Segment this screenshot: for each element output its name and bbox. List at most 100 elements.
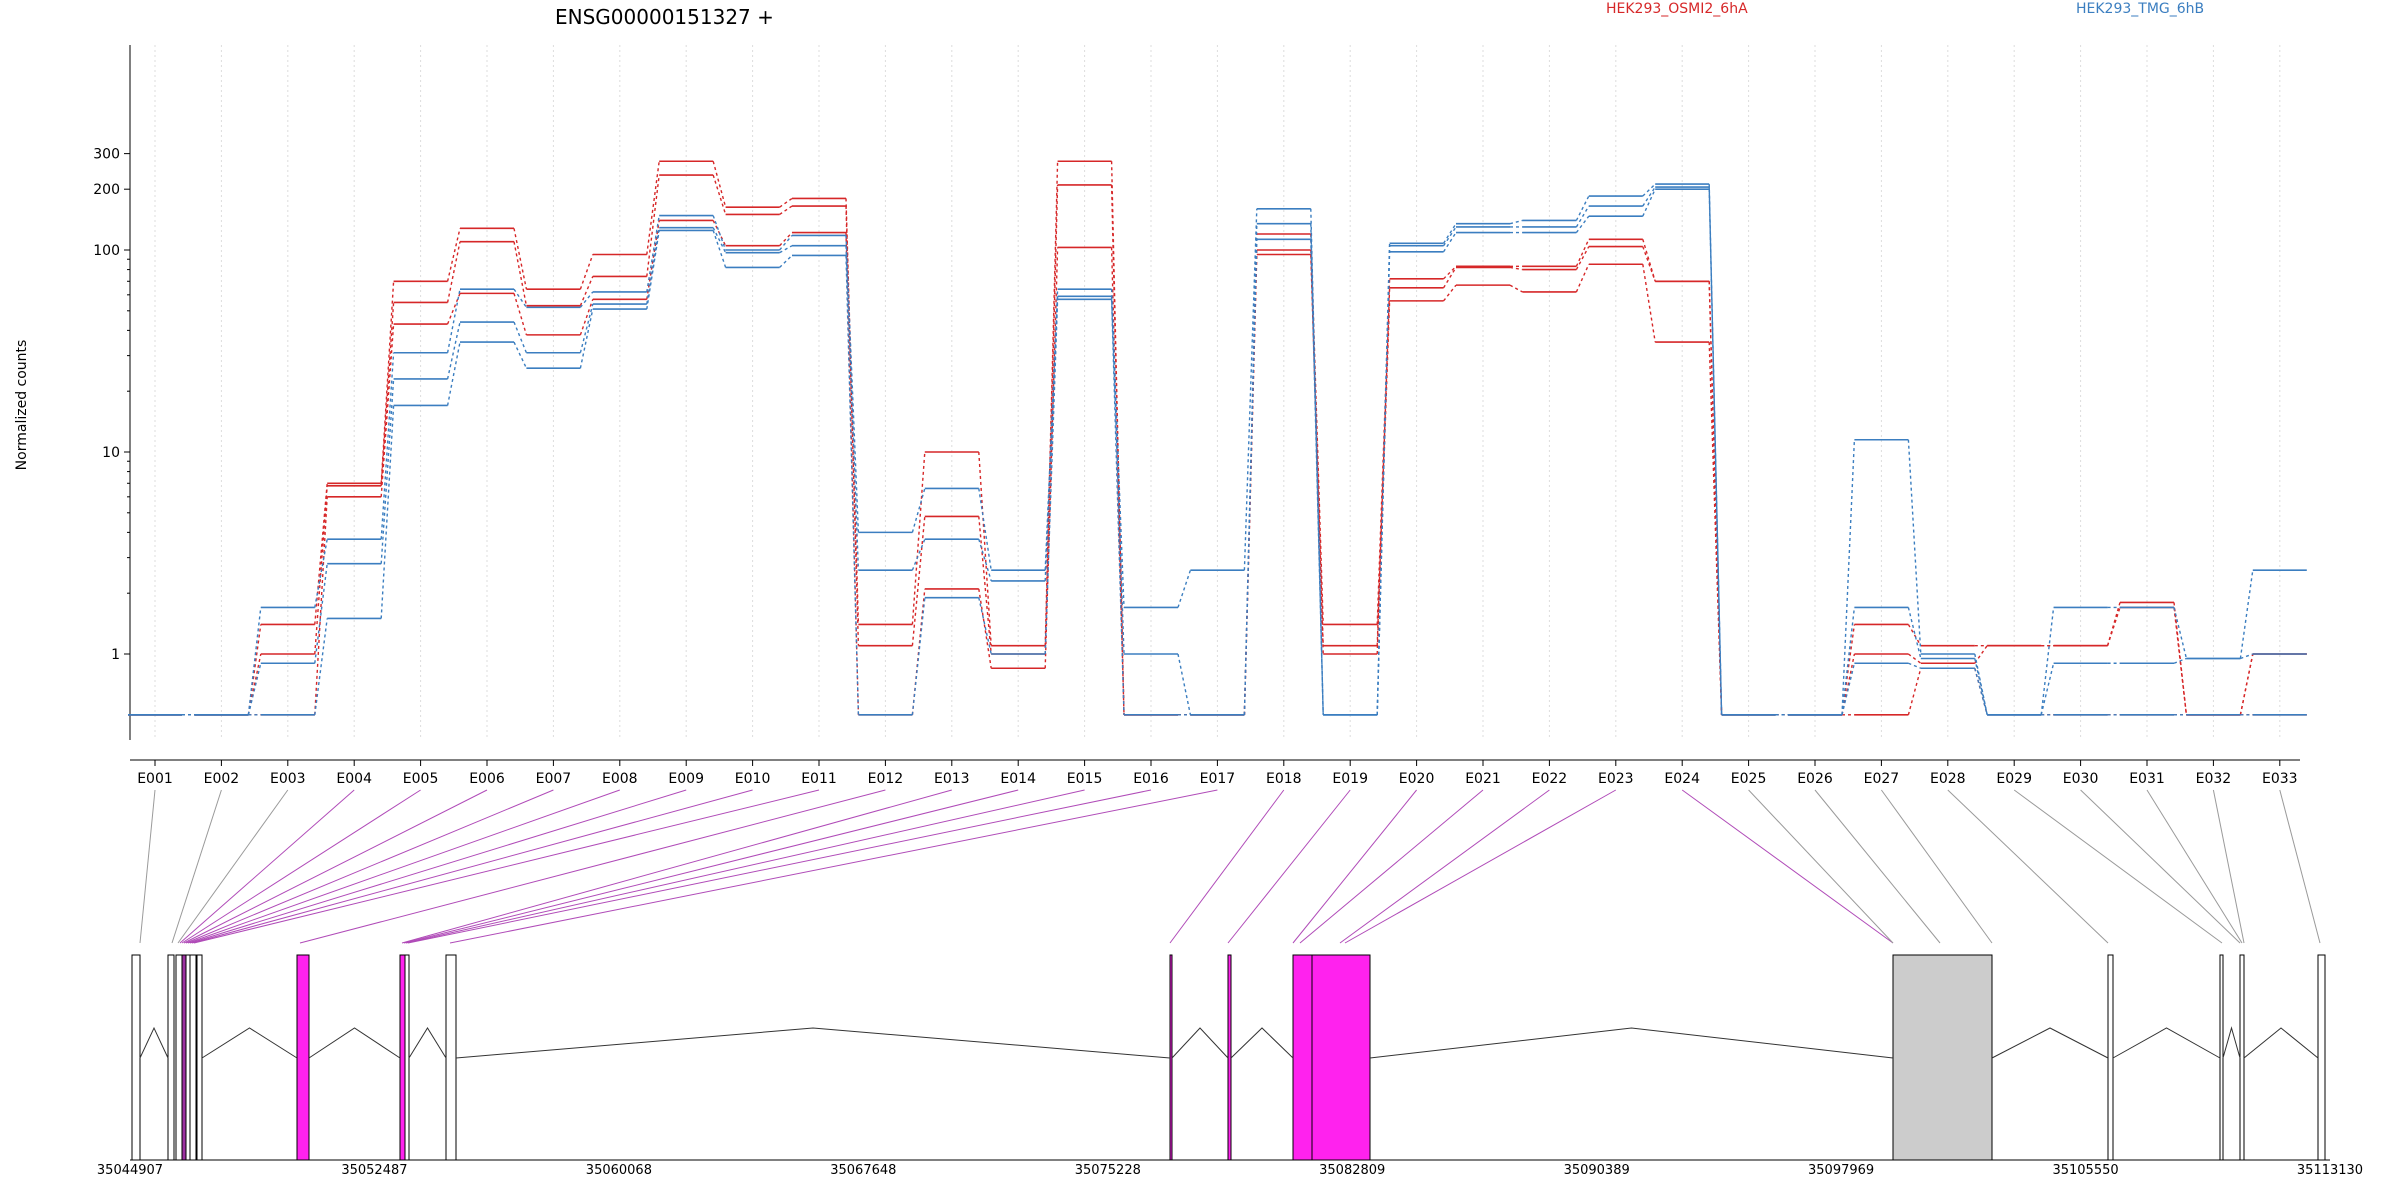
connector	[446, 228, 461, 282]
genomic-coordinate-35052487: 35052487	[341, 1163, 407, 1178]
connector	[1243, 208, 1258, 571]
exon-box-5	[185, 954, 191, 1161]
exon-connector-E016	[407, 789, 1152, 944]
exon-connector-E024	[1681, 789, 1894, 944]
connector	[446, 241, 461, 303]
connector	[2040, 663, 2055, 715]
connector	[1841, 663, 1856, 715]
connector	[1044, 299, 1059, 655]
genomic-coordinate-35090389: 35090389	[1564, 1163, 1630, 1178]
connector	[247, 663, 262, 715]
connector	[712, 215, 727, 251]
x-tick-label-E019: E019	[1332, 771, 1368, 787]
exon-connector-E026	[1814, 789, 1941, 944]
connector	[1443, 232, 1457, 253]
exon-box-11	[445, 954, 457, 1161]
connector	[1642, 188, 1656, 217]
connector	[1110, 247, 1125, 715]
connector	[1907, 653, 1922, 664]
connector	[579, 254, 594, 290]
connector	[1310, 233, 1324, 625]
x-tick-label-E018: E018	[1266, 771, 1302, 787]
connector	[1907, 607, 1922, 659]
x-tick-label-E017: E017	[1200, 771, 1236, 787]
exon-connector-E014	[403, 789, 1019, 944]
x-tick-label-E009: E009	[668, 771, 704, 787]
connector	[712, 227, 727, 253]
x-tick-label-E028: E028	[1930, 771, 1966, 787]
connector	[1841, 439, 1856, 715]
exon-connector-E021	[1299, 789, 1484, 944]
exon-connector-E018	[1169, 789, 1285, 944]
exon-box-20	[2317, 954, 2326, 1161]
connector	[1907, 624, 1922, 646]
exon-connector-E006	[183, 789, 488, 944]
exon-box-16	[1892, 954, 1993, 1161]
exon-connector-E009	[189, 789, 687, 944]
genomic-coordinate-35067648: 35067648	[830, 1163, 896, 1178]
connector	[1974, 658, 1988, 715]
x-tick-label-E022: E022	[1532, 771, 1568, 787]
chart-title: ENSG00000151327 +	[555, 5, 774, 29]
intron-line	[455, 1027, 1171, 1059]
genomic-coordinate-35044907: 35044907	[97, 1163, 163, 1178]
y-tick-label-200: 200	[93, 182, 120, 198]
connector	[911, 516, 926, 646]
connector	[1443, 284, 1457, 302]
connector	[646, 230, 660, 310]
connector	[1443, 226, 1457, 247]
connector	[779, 245, 793, 254]
exon-connector-E003	[177, 789, 289, 944]
x-tick-label-E033: E033	[2262, 771, 2298, 787]
connector	[1575, 215, 1590, 233]
connector	[1575, 246, 1590, 270]
intron-line	[308, 1027, 401, 1059]
exon-box-13	[1227, 954, 1232, 1161]
connector	[380, 378, 395, 564]
x-tick-label-E025: E025	[1731, 771, 1767, 787]
exon-connector-E019	[1227, 789, 1351, 944]
series-5	[128, 188, 2307, 716]
connector	[1708, 187, 1723, 715]
connector	[1310, 223, 1324, 715]
intron-line	[139, 1026, 169, 1059]
connector	[1110, 289, 1125, 608]
connector	[1110, 184, 1125, 715]
exon-connector-E013	[401, 789, 952, 944]
x-tick-label-E029: E029	[1996, 771, 2032, 787]
exon-box-15	[1311, 954, 1371, 1161]
connector	[779, 197, 793, 208]
connector	[779, 205, 793, 216]
connector	[1443, 267, 1457, 289]
y-tick-label-10: 10	[102, 445, 120, 461]
intron-line	[1230, 1027, 1294, 1059]
exon-connector-E025	[1748, 789, 1894, 944]
exon-connector-E007	[185, 789, 554, 944]
connector	[2239, 653, 2254, 715]
exon-box-19	[2239, 954, 2245, 1161]
connector	[1907, 668, 1922, 715]
connector	[380, 302, 395, 486]
connector	[314, 618, 328, 715]
genomic-coordinate-35082809: 35082809	[1319, 1163, 1385, 1178]
y-tick-label-1: 1	[111, 647, 120, 663]
connector	[513, 341, 528, 369]
connector	[2239, 570, 2254, 659]
exon-box-10	[404, 954, 410, 1161]
intron-line	[1991, 1027, 2109, 1059]
x-tick-label-E012: E012	[868, 771, 904, 787]
exon-connector-E022	[1339, 789, 1550, 944]
exon-connector-E015	[405, 789, 1085, 944]
connector	[1177, 653, 1192, 715]
connector	[1708, 342, 1723, 715]
connector	[1841, 607, 1856, 715]
grid-lines	[154, 45, 2281, 740]
connector	[1443, 223, 1457, 244]
connector	[579, 303, 594, 353]
connector	[513, 293, 528, 336]
connector	[1575, 263, 1590, 293]
connector	[1642, 246, 1656, 282]
connector	[513, 288, 527, 308]
connector	[513, 228, 528, 290]
